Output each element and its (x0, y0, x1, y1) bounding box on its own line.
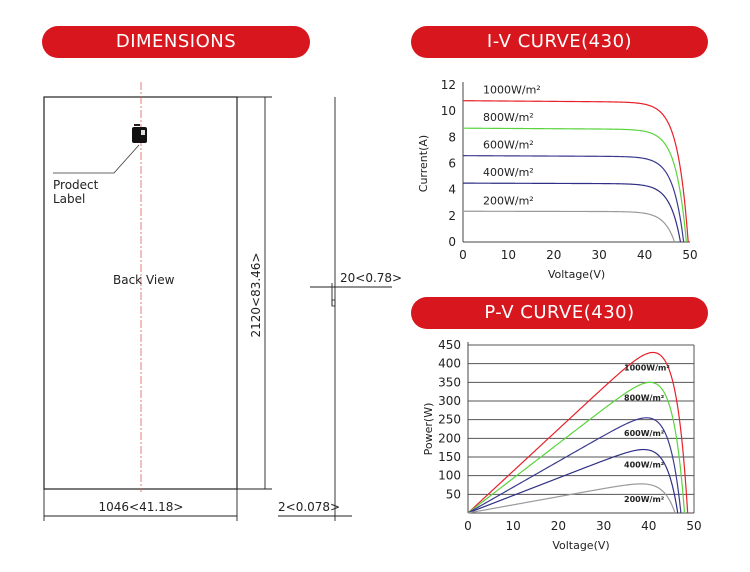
series-label: 1000W/m² (483, 84, 541, 97)
label-leader-line (53, 144, 140, 174)
series-label: 600W/m² (483, 139, 534, 152)
iv-curve-header: I-V CURVE(430) (411, 26, 708, 58)
series-label: 200W/m² (624, 495, 665, 504)
thickness-dimension: 20<0.78> (340, 271, 402, 285)
y-tick-label: 100 (438, 469, 461, 483)
x-tick-label: 20 (551, 519, 566, 533)
y-tick-label: 6 (448, 157, 456, 171)
dimensions-header: DIMENSIONS (42, 26, 310, 58)
x-tick-label: 50 (686, 519, 701, 533)
x-tick-label: 10 (506, 519, 521, 533)
x-tick-label: 30 (592, 248, 607, 262)
x-axis-label: Voltage(V) (548, 268, 605, 281)
y-tick-label: 350 (438, 375, 461, 389)
y-axis-label: Power(W) (422, 403, 435, 456)
x-tick-label: 40 (641, 519, 656, 533)
series-label: 400W/m² (483, 166, 534, 179)
y-tick-label: 8 (448, 130, 456, 144)
series-line-600Wm (467, 417, 682, 514)
x-tick-label: 10 (501, 248, 516, 262)
series-label: 600W/m² (624, 429, 665, 438)
product-label-icon (132, 124, 147, 143)
series-line-200Wm (462, 210, 676, 243)
y-tick-label: 10 (441, 104, 456, 118)
y-tick-label: 250 (438, 413, 461, 427)
y-tick-label: 400 (438, 357, 461, 371)
y-tick-label: 12 (441, 78, 456, 92)
y-tick-label: 150 (438, 450, 461, 464)
x-tick-label: 30 (596, 519, 611, 533)
y-tick-label: 50 (446, 487, 461, 501)
series-line-1000Wm (462, 100, 689, 243)
pv-curve-header: P-V CURVE(430) (411, 297, 708, 329)
series-line-800Wm (467, 381, 686, 514)
y-tick-label: 0 (448, 235, 456, 249)
series-label: 400W/m² (624, 461, 665, 470)
x-tick-label: 20 (546, 248, 561, 262)
series-label: 1000W/m² (624, 363, 670, 372)
x-tick-label: 40 (637, 248, 652, 262)
x-tick-label: 50 (682, 248, 697, 262)
x-tick-label: 0 (459, 248, 467, 262)
y-tick-label: 450 (438, 338, 461, 352)
edge-dimension: 2<0.078> (278, 500, 340, 514)
y-tick-label: 300 (438, 394, 461, 408)
series-label: 200W/m² (483, 194, 534, 207)
y-tick-label: 4 (448, 183, 456, 197)
height-dimension: 2120<83.46> (249, 252, 263, 337)
series-label: 800W/m² (483, 111, 534, 124)
series-line-400Wm (462, 182, 682, 243)
series-line-800Wm (462, 127, 687, 243)
label-text-2: Label (53, 192, 85, 206)
x-axis-label: Voltage(V) (552, 539, 609, 552)
back-view-label: Back View (113, 273, 175, 287)
x-tick-label: 0 (464, 519, 472, 533)
series-line-200Wm (467, 483, 676, 514)
series-line-600Wm (462, 155, 685, 243)
y-tick-label: 2 (448, 209, 456, 223)
panel-back-outline (43, 96, 238, 490)
label-text-1: Prodect (53, 178, 99, 192)
series-label: 800W/m² (624, 393, 665, 402)
y-tick-label: 200 (438, 431, 461, 445)
width-dimension: 1046<41.18> (98, 500, 183, 514)
series-line-1000Wm (467, 351, 689, 514)
series-line-400Wm (467, 448, 679, 514)
y-axis-label: Current(A) (417, 135, 430, 192)
